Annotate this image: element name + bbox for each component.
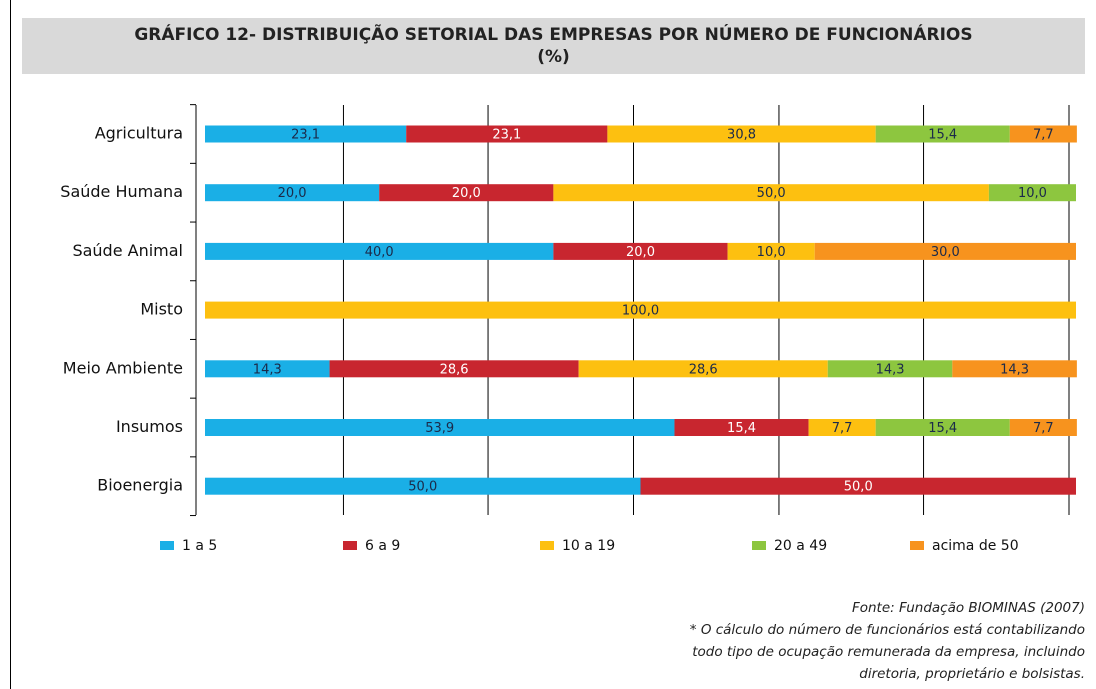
bar-segment [814, 242, 1076, 260]
legend-label: 6 a 9 [365, 538, 400, 554]
legend-swatch [160, 541, 174, 550]
category-label: Saúde Animal [72, 241, 183, 260]
bar-segment [607, 125, 876, 143]
value-label: 14,3 [1000, 362, 1029, 377]
value-label: 50,0 [408, 480, 437, 495]
bar-segment [205, 477, 641, 495]
legend-swatch [343, 541, 357, 550]
bar-segment [1009, 419, 1077, 436]
value-label: 23,1 [492, 128, 521, 143]
source: Fonte: Fundação BIOMINAS (2007) [852, 600, 1085, 616]
value-label: 14,3 [876, 362, 905, 377]
value-label: 15,4 [928, 421, 957, 436]
category-label: Bioenergia [97, 476, 183, 495]
value-label: 40,0 [365, 245, 394, 260]
legend-swatch [752, 541, 766, 550]
bar-segment [406, 125, 608, 143]
bar-segment [329, 360, 579, 378]
value-label: 50,0 [757, 186, 786, 201]
value-label: 30,0 [931, 245, 960, 260]
value-label: 28,6 [689, 362, 718, 377]
legend-label: 20 a 49 [774, 538, 827, 554]
bar-segment [379, 184, 554, 202]
value-label: 14,3 [253, 362, 282, 377]
bar-segment [674, 419, 809, 436]
bar-segment [205, 184, 380, 202]
value-label: 30,8 [727, 128, 756, 143]
note: diretoria, proprietário e bolsistas. [859, 666, 1085, 682]
title-box: GRÁFICO 12- DISTRIBUIÇÃO SETORIAL DAS EM… [22, 18, 1085, 74]
value-label: 7,7 [1033, 128, 1054, 143]
bar-segment [640, 477, 1076, 495]
legend-label: 10 a 19 [562, 538, 615, 554]
bar-segment [205, 419, 675, 436]
legend-swatch [910, 541, 924, 550]
bar-segment [553, 242, 728, 260]
value-label: 10,0 [1018, 186, 1047, 201]
category-label: Misto [140, 300, 183, 319]
bar-segment [205, 125, 407, 143]
chart-title: GRÁFICO 12- DISTRIBUIÇÃO SETORIAL DAS EM… [134, 25, 973, 67]
value-label: 50,0 [844, 480, 873, 495]
bar-segment [827, 360, 953, 378]
bar-segment [875, 419, 1010, 436]
value-label: 100,0 [622, 304, 659, 319]
value-label: 7,7 [1033, 421, 1054, 436]
bar-segment [1009, 125, 1077, 143]
bar-segment [553, 184, 989, 202]
legend-label: acima de 50 [932, 538, 1019, 554]
legend-label: 1 a 5 [182, 538, 217, 554]
category-label: Insumos [116, 417, 183, 436]
value-label: 53,9 [425, 421, 454, 436]
value-label: 15,4 [928, 128, 957, 143]
value-label: 28,6 [440, 362, 469, 377]
note: todo tipo de ocupação remunerada da empr… [692, 644, 1085, 660]
value-label: 20,0 [452, 186, 481, 201]
bar-segment [808, 419, 876, 436]
bar-segment [727, 242, 815, 260]
bar-segment [988, 184, 1076, 202]
value-label: 20,0 [626, 245, 655, 260]
category-label: Meio Ambiente [63, 358, 183, 377]
note: * O cálculo do número de funcionários es… [690, 622, 1085, 638]
bar-segment [952, 360, 1077, 378]
bar-segment [205, 301, 1076, 319]
value-label: 15,4 [727, 421, 756, 436]
value-label: 7,7 [832, 421, 853, 436]
bar-segment [205, 360, 330, 378]
value-label: 10,0 [757, 245, 786, 260]
value-label: 23,1 [291, 128, 320, 143]
bar-segment [875, 125, 1010, 143]
category-label: Agricultura [95, 124, 183, 143]
value-label: 20,0 [278, 186, 307, 201]
bar-segment [205, 242, 554, 260]
legend-swatch [540, 541, 554, 550]
category-label: Saúde Humana [60, 182, 183, 201]
bar-segment [578, 360, 828, 378]
